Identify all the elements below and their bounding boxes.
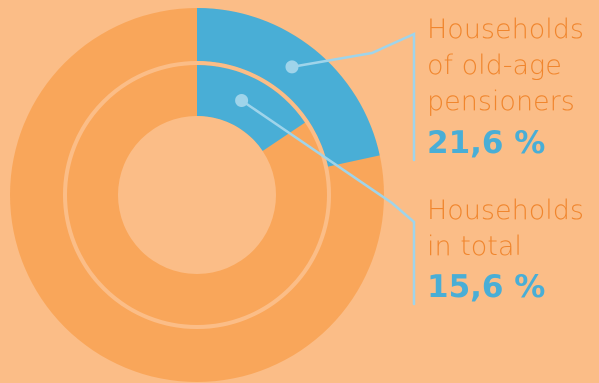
total-leader-line xyxy=(240,99,416,306)
pensioners-leader-line xyxy=(290,32,416,162)
legend-group-total: Households in total 15,6 % xyxy=(427,195,584,305)
ring-separator xyxy=(63,61,331,329)
outer-highlight-slice xyxy=(197,8,380,167)
label-pensioners-line-1: Households xyxy=(427,14,584,45)
leaders-layer xyxy=(235,32,416,306)
label-pensioners-line-3: pensioners xyxy=(427,86,575,117)
label-pensioners-line-2: of old-age xyxy=(427,50,562,81)
legend-group-pensioners: Households of old-age pensioners 21,6 % xyxy=(427,14,584,161)
arcs-layer xyxy=(10,8,384,382)
value-total: 15,6 % xyxy=(427,269,545,305)
label-total-line-1: Households xyxy=(427,195,584,226)
value-pensioners: 21,6 % xyxy=(427,125,545,161)
donut-hole xyxy=(118,116,276,274)
total-leader-dot xyxy=(235,94,249,108)
pensioners-leader-dot xyxy=(285,60,299,74)
label-total-line-2: in total xyxy=(427,231,522,262)
